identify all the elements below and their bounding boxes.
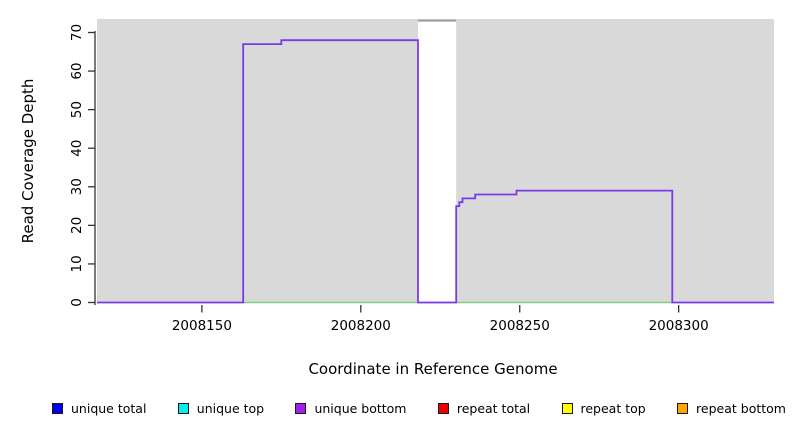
y-tick-label: 0 xyxy=(69,298,85,307)
legend: unique total unique top unique bottom repea… xyxy=(52,398,786,418)
y-tick-label: 10 xyxy=(69,255,85,272)
legend-swatch-unique-top xyxy=(177,402,189,414)
legend-item-repeat-bottom: repeat bottom xyxy=(677,401,786,416)
legend-swatch-unique-bottom xyxy=(295,402,307,414)
legend-item-unique-total: unique total xyxy=(52,401,146,416)
x-tick-label: 2008150 xyxy=(172,318,232,334)
y-tick-label: 20 xyxy=(69,217,85,234)
coverage-gap-band xyxy=(418,19,457,304)
y-tick-label: 50 xyxy=(69,101,85,118)
x-tick-label: 2008200 xyxy=(331,318,391,334)
legend-item-repeat-top: repeat top xyxy=(561,400,646,416)
legend-swatch-repeat-total xyxy=(437,402,449,414)
legend-label: repeat total xyxy=(456,400,531,416)
x-tick-label: 2008300 xyxy=(649,318,709,334)
legend-label: repeat top xyxy=(580,400,646,416)
series-unique-bottom-coverage xyxy=(97,39,774,304)
y-tick-label: 70 xyxy=(69,24,85,41)
legend-swatch-repeat-top xyxy=(561,402,573,414)
y-tick-label: 60 xyxy=(69,62,85,79)
legend-item-unique-bottom: unique bottom xyxy=(295,400,407,416)
legend-item-unique-top: unique top xyxy=(177,400,265,416)
legend-label: unique top xyxy=(196,400,265,416)
y-tick-label: 40 xyxy=(69,140,85,157)
coverage-plot-canvas: 0 10 20 30 40 50 60 70 2008150 2008200 2008250 2008… xyxy=(69,19,774,334)
legend-label: unique bottom xyxy=(314,400,407,416)
legend-swatch-repeat-bottom xyxy=(677,402,689,414)
x-axis-title: Coordinate in Reference Genome xyxy=(308,360,558,378)
legend-label: unique total xyxy=(71,400,147,416)
legend-swatch-unique-total xyxy=(52,402,63,414)
x-tick-label: 2008250 xyxy=(490,318,550,334)
legend-label: repeat bottom xyxy=(696,400,786,416)
y-axis-title: Read Coverage Depth xyxy=(19,78,37,244)
legend-item-repeat-total: repeat total xyxy=(437,400,531,416)
y-tick-label: 30 xyxy=(69,178,85,195)
